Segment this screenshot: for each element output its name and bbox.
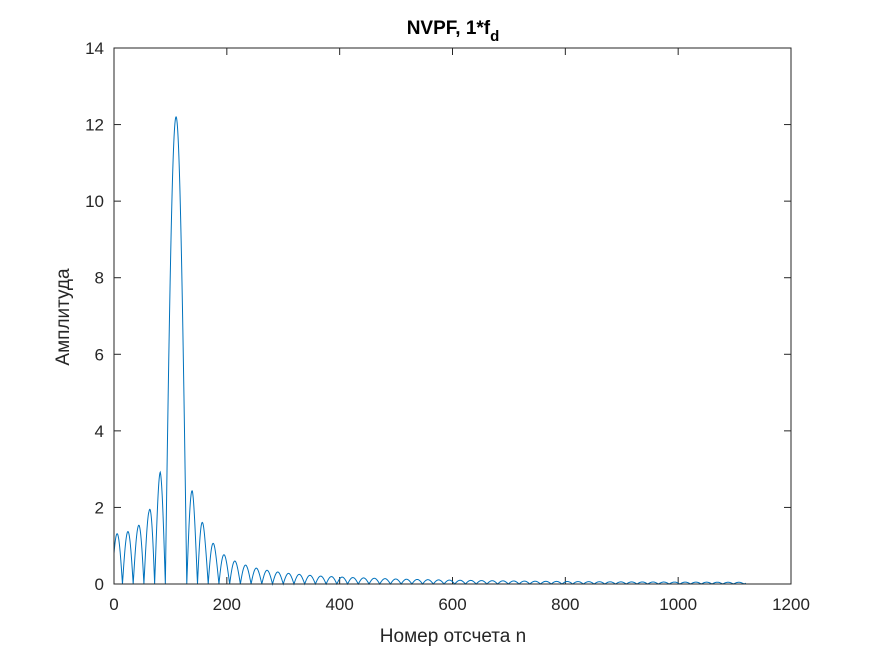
x-tick-label: 800 bbox=[551, 595, 579, 614]
plot-frame bbox=[113, 47, 792, 585]
y-tick-label: 10 bbox=[85, 192, 104, 211]
x-tick-label: 1200 bbox=[772, 595, 810, 614]
amplitude-series-line bbox=[113, 116, 747, 586]
y-tick-label: 2 bbox=[95, 498, 104, 517]
y-axis-label: Амплитуда bbox=[53, 268, 74, 366]
chart-title-subscript: d bbox=[490, 28, 499, 45]
x-tick-label: 400 bbox=[325, 595, 353, 614]
y-tick-label: 14 bbox=[85, 39, 104, 58]
y-tick-label: 8 bbox=[95, 269, 104, 288]
x-tick-label: 600 bbox=[438, 595, 466, 614]
plot-area bbox=[114, 48, 791, 584]
chart-title: NVPF, 1*fd bbox=[407, 18, 500, 45]
axis-tick-labels: 0 200 400 600 800 1000 1200 0 2 4 6 8 10 12 14 bbox=[85, 39, 810, 614]
y-tick-label: 0 bbox=[95, 575, 104, 594]
x-tick-label: 1000 bbox=[659, 595, 697, 614]
x-axis-label: Номер отсчета n bbox=[380, 626, 526, 647]
chart-title-main: NVPF, 1*f bbox=[407, 18, 491, 39]
x-tick-label: 0 bbox=[109, 595, 118, 614]
y-tick-label: 12 bbox=[85, 116, 104, 135]
x-tick-label: 200 bbox=[213, 595, 241, 614]
y-tick-label: 6 bbox=[95, 345, 104, 364]
y-tick-label: 4 bbox=[95, 422, 104, 441]
